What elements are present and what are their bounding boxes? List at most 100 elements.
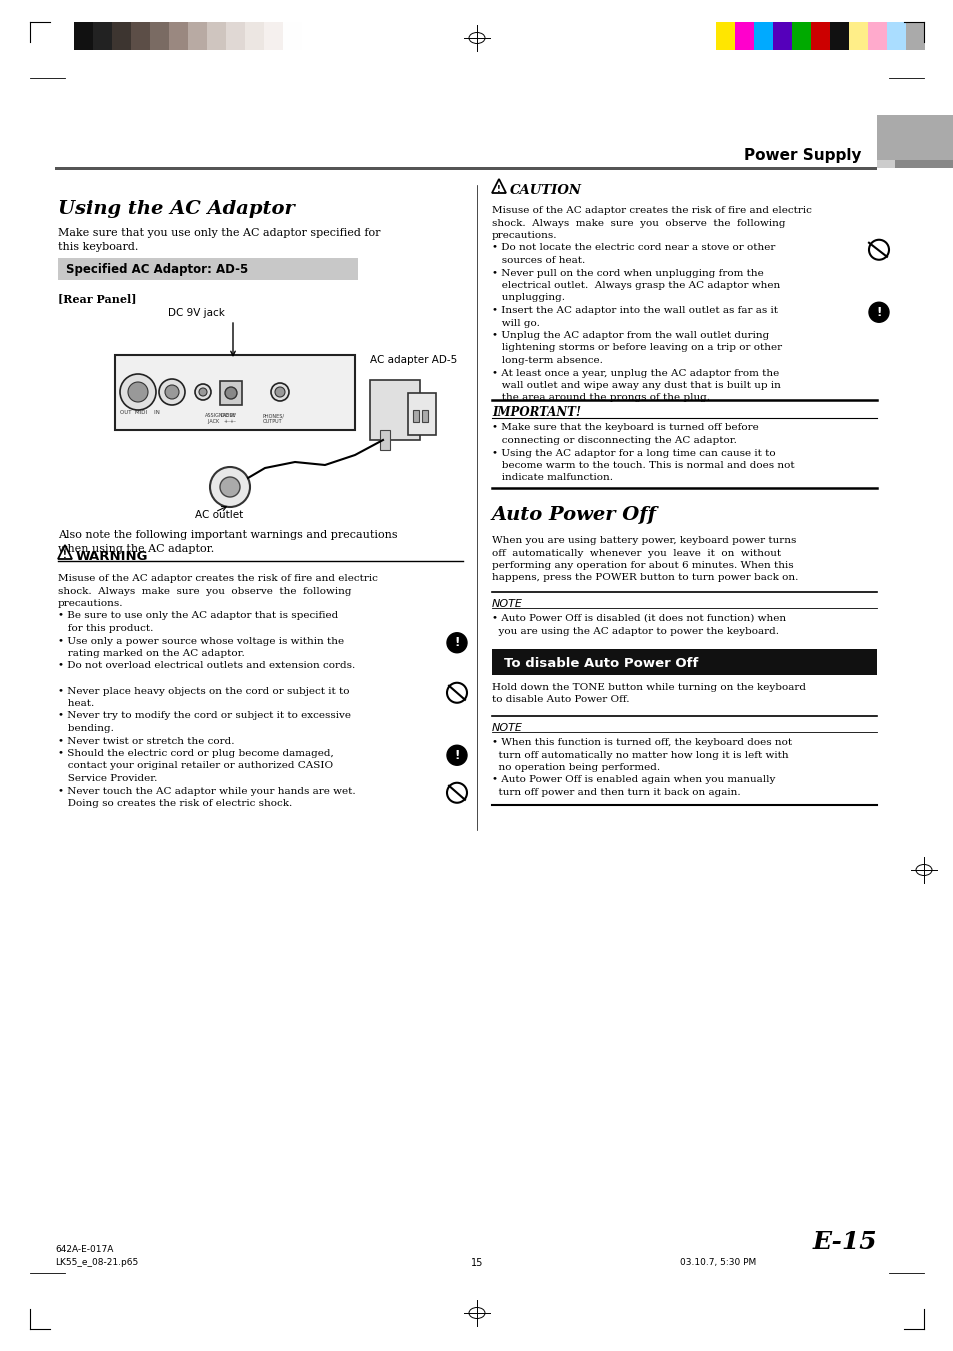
Text: !: ! <box>454 748 459 762</box>
Bar <box>55 168 876 170</box>
Text: indicate malfunction.: indicate malfunction. <box>492 473 613 482</box>
Text: AC adapter AD-5: AC adapter AD-5 <box>370 355 456 365</box>
Text: Power Supply: Power Supply <box>743 149 862 163</box>
Text: become warm to the touch. This is normal and does not: become warm to the touch. This is normal… <box>492 461 794 470</box>
Bar <box>829 22 848 50</box>
Text: Misuse of the AC adaptor creates the risk of fire and electric: Misuse of the AC adaptor creates the ris… <box>58 574 377 584</box>
Text: • Never place heavy objects on the cord or subject it to: • Never place heavy objects on the cord … <box>58 686 349 696</box>
Text: DC 9V
  +-+-: DC 9V +-+- <box>221 413 235 424</box>
Text: off  automatically  whenever  you  leave  it  on  without: off automatically whenever you leave it … <box>492 549 781 558</box>
Text: • Insert the AC adaptor into the wall outlet as far as it: • Insert the AC adaptor into the wall ou… <box>492 305 778 315</box>
Text: • Using the AC adaptor for a long time can cause it to: • Using the AC adaptor for a long time c… <box>492 449 775 458</box>
Text: • Use only a power source whose voltage is within the: • Use only a power source whose voltage … <box>58 636 344 646</box>
Text: contact your original retailer or authorized CASIO: contact your original retailer or author… <box>58 762 333 770</box>
Text: AC outlet: AC outlet <box>194 509 243 520</box>
Bar <box>810 22 829 50</box>
Text: E-15: E-15 <box>812 1229 876 1254</box>
Bar <box>207 22 226 50</box>
Text: LK55_e_08-21.p65: LK55_e_08-21.p65 <box>55 1258 138 1267</box>
Text: PHONES/
OUTPUT: PHONES/ OUTPUT <box>263 413 285 424</box>
Text: • Never twist or stretch the cord.: • Never twist or stretch the cord. <box>58 736 234 746</box>
Text: happens, press the POWER button to turn power back on.: happens, press the POWER button to turn … <box>492 574 798 582</box>
Text: OUT  MIDI    IN: OUT MIDI IN <box>120 409 160 415</box>
Bar <box>408 393 436 435</box>
Text: performing any operation for about 6 minutes. When this: performing any operation for about 6 min… <box>492 561 793 570</box>
Bar <box>716 22 734 50</box>
Bar <box>150 22 169 50</box>
Circle shape <box>165 385 179 399</box>
Text: Hold down the TONE button while turning on the keyboard: Hold down the TONE button while turning … <box>492 684 805 692</box>
Text: !: ! <box>63 550 67 559</box>
Bar <box>905 22 924 50</box>
Circle shape <box>447 632 467 653</box>
Text: • Auto Power Off is enabled again when you manually: • Auto Power Off is enabled again when y… <box>492 775 775 785</box>
Bar <box>115 355 355 430</box>
Text: to disable Auto Power Off.: to disable Auto Power Off. <box>492 696 629 704</box>
Text: • Auto Power Off is disabled (it does not function) when: • Auto Power Off is disabled (it does no… <box>492 613 785 623</box>
Bar <box>421 409 428 422</box>
Text: [Rear Panel]: [Rear Panel] <box>58 293 136 304</box>
Text: CAUTION: CAUTION <box>510 184 581 197</box>
Text: • Never touch the AC adaptor while your hands are wet.: • Never touch the AC adaptor while your … <box>58 786 355 796</box>
Circle shape <box>271 382 289 401</box>
Text: 03.10.7, 5:30 PM: 03.10.7, 5:30 PM <box>679 1258 756 1267</box>
Circle shape <box>447 782 467 802</box>
Text: ASSIGNABLE
  JACK: ASSIGNABLE JACK <box>205 413 236 424</box>
Text: 15: 15 <box>471 1258 482 1269</box>
Text: this keyboard.: this keyboard. <box>58 242 138 253</box>
Text: Specified AC Adaptor: AD-5: Specified AC Adaptor: AD-5 <box>66 263 248 276</box>
Bar <box>413 409 418 422</box>
Circle shape <box>210 467 250 507</box>
Text: electrical outlet.  Always grasp the AC adaptor when: electrical outlet. Always grasp the AC a… <box>492 281 780 290</box>
Bar <box>264 22 283 50</box>
Text: !: ! <box>876 305 881 319</box>
Text: bending.: bending. <box>58 724 113 734</box>
Bar <box>131 22 150 50</box>
Text: • Unplug the AC adaptor from the wall outlet during: • Unplug the AC adaptor from the wall ou… <box>492 331 768 340</box>
Bar <box>370 380 419 440</box>
Circle shape <box>159 380 185 405</box>
Circle shape <box>447 746 467 765</box>
Circle shape <box>225 386 236 399</box>
Text: • Never pull on the cord when unplugging from the: • Never pull on the cord when unplugging… <box>492 269 763 277</box>
Circle shape <box>199 388 207 396</box>
Bar <box>876 115 953 159</box>
Bar <box>492 648 876 676</box>
Bar <box>791 22 810 50</box>
Text: IMPORTANT!: IMPORTANT! <box>492 407 580 420</box>
Text: • Make sure that the keyboard is turned off before: • Make sure that the keyboard is turned … <box>492 423 758 432</box>
Circle shape <box>194 384 211 400</box>
Text: shock.  Always  make  sure  you  observe  the  following: shock. Always make sure you observe the … <box>58 586 351 596</box>
Bar <box>220 381 242 405</box>
Text: you are using the AC adaptor to power the keyboard.: you are using the AC adaptor to power th… <box>492 627 779 635</box>
Circle shape <box>868 303 888 323</box>
Text: • When this function is turned off, the keyboard does not: • When this function is turned off, the … <box>492 738 791 747</box>
Text: NOTE: NOTE <box>492 723 522 734</box>
Text: will go.: will go. <box>492 319 539 327</box>
Text: connecting or disconnecting the AC adaptor.: connecting or disconnecting the AC adapt… <box>492 436 736 444</box>
Text: • Do not overload electrical outlets and extension cords.: • Do not overload electrical outlets and… <box>58 662 355 670</box>
Text: DC 9V jack: DC 9V jack <box>168 308 225 317</box>
Text: Make sure that you use only the AC adaptor specified for: Make sure that you use only the AC adapt… <box>58 228 380 238</box>
Bar <box>772 22 791 50</box>
Text: • Should the electric cord or plug become damaged,: • Should the electric cord or plug becom… <box>58 748 334 758</box>
Text: heat.: heat. <box>58 698 94 708</box>
Circle shape <box>120 374 156 409</box>
Text: WARNING: WARNING <box>76 550 149 563</box>
Circle shape <box>220 477 240 497</box>
Bar <box>169 22 188 50</box>
Bar <box>58 258 357 280</box>
Text: shock.  Always  make  sure  you  observe  the  following: shock. Always make sure you observe the … <box>492 219 784 227</box>
Bar <box>753 22 772 50</box>
Text: !: ! <box>454 636 459 650</box>
Bar <box>379 430 390 450</box>
Bar <box>867 22 886 50</box>
Text: when using the AC adaptor.: when using the AC adaptor. <box>58 544 214 554</box>
Circle shape <box>274 386 285 397</box>
Text: 642A-E-017A: 642A-E-017A <box>55 1246 113 1254</box>
Text: • Never try to modify the cord or subject it to excessive: • Never try to modify the cord or subjec… <box>58 712 351 720</box>
Circle shape <box>128 382 148 403</box>
Text: the area around the prongs of the plug.: the area around the prongs of the plug. <box>492 393 709 403</box>
Circle shape <box>868 239 888 259</box>
Text: Misuse of the AC adaptor creates the risk of fire and electric: Misuse of the AC adaptor creates the ris… <box>492 205 811 215</box>
